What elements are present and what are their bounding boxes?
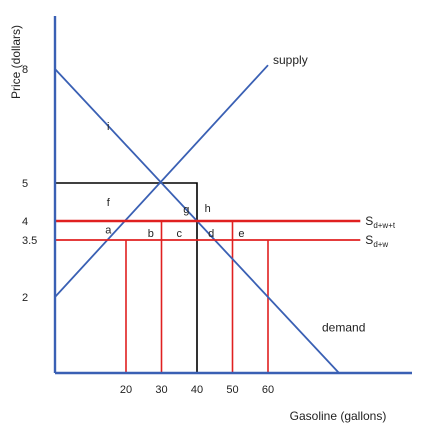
x-tick-label: 60 [262, 384, 274, 396]
y-tick-label: 8 [22, 64, 28, 76]
region-label-a: a [105, 225, 112, 237]
reference-line-0 [55, 182, 198, 373]
y-tick-label: 3.5 [22, 235, 37, 247]
series-label-supply: supply [273, 53, 308, 67]
region-label-b: b [148, 228, 154, 240]
y-axis-title: Price (dollars) [9, 25, 23, 99]
region-label-e: e [238, 228, 244, 240]
x-axis-title: Gasoline (gallons) [290, 409, 387, 423]
series-label-demand: demand [322, 320, 365, 334]
y-tick-label: 5 [22, 178, 28, 190]
chart-lines [54, 64, 361, 374]
region-label-h: h [205, 203, 211, 215]
series-label-S-d+w+t: Sd+w+t [365, 214, 396, 230]
y-tick-label: 2 [22, 292, 28, 304]
y-tick-label: 4 [22, 216, 28, 228]
chart-axes [53, 16, 412, 375]
x-tick-label: 40 [191, 384, 203, 396]
series-label-S-d+w: Sd+w [365, 233, 388, 249]
region-label-d: d [208, 228, 214, 240]
series-line-supply [54, 64, 269, 298]
chart-region-labels: i f a b c d e g h [105, 121, 244, 240]
region-label-i: i [107, 121, 109, 133]
region-label-f: f [107, 197, 111, 209]
chart-series-labels: supply demand Sd+w+t Sd+w [273, 53, 396, 334]
x-tick-label: 50 [226, 384, 238, 396]
region-label-c: c [177, 228, 183, 240]
x-tick-label: 20 [120, 384, 132, 396]
region-label-g: g [183, 204, 189, 216]
x-tick-label: 30 [155, 384, 167, 396]
chart-tick-labels: 2 3.5 4 5 8 20 30 40 50 60 [22, 64, 274, 396]
